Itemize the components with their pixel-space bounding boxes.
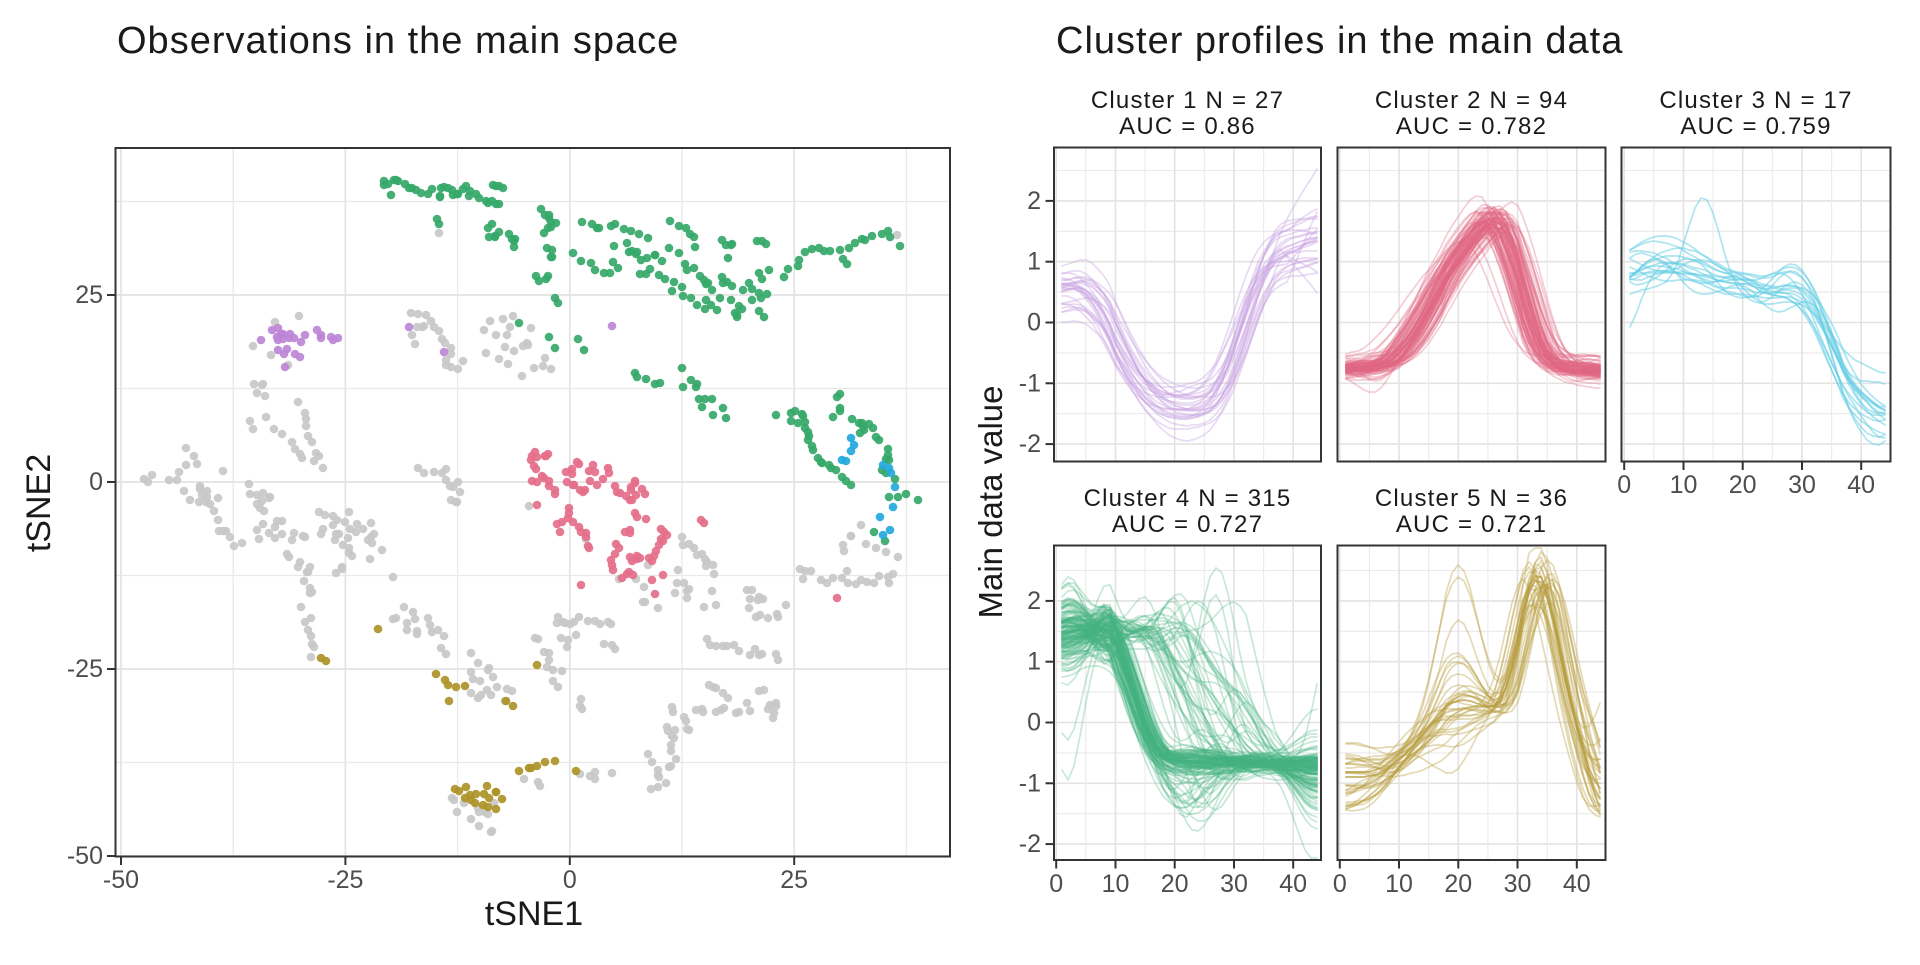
svg-text:1: 1	[1027, 248, 1041, 276]
svg-text:Cluster 3 N = 17: Cluster 3 N = 17	[1659, 87, 1852, 114]
svg-text:Cluster 2 N = 94: Cluster 2 N = 94	[1375, 87, 1568, 114]
svg-text:10: 10	[1385, 870, 1413, 898]
svg-text:2: 2	[1027, 587, 1041, 615]
svg-text:-50: -50	[103, 866, 139, 894]
svg-text:2: 2	[1027, 187, 1041, 215]
svg-text:40: 40	[1563, 870, 1591, 898]
svg-text:25: 25	[780, 866, 808, 894]
svg-text:0: 0	[563, 866, 577, 894]
svg-text:-50: -50	[67, 842, 103, 870]
svg-text:0: 0	[1333, 870, 1347, 898]
svg-text:0: 0	[1027, 309, 1041, 337]
svg-text:-2: -2	[1019, 830, 1041, 858]
svg-text:Main data value: Main data value	[972, 386, 1009, 619]
svg-text:Cluster 1 N = 27: Cluster 1 N = 27	[1091, 87, 1284, 114]
svg-text:AUC = 0.727: AUC = 0.727	[1112, 511, 1263, 538]
svg-text:20: 20	[1729, 471, 1757, 499]
svg-text:40: 40	[1279, 870, 1307, 898]
svg-text:1: 1	[1027, 648, 1041, 676]
svg-text:Observations in the main space: Observations in the main space	[117, 20, 679, 62]
svg-text:AUC = 0.782: AUC = 0.782	[1396, 113, 1547, 140]
svg-text:-2: -2	[1019, 430, 1041, 458]
svg-text:0: 0	[1027, 709, 1041, 737]
svg-text:0: 0	[1049, 870, 1063, 898]
svg-text:-1: -1	[1019, 369, 1041, 397]
svg-text:Cluster profiles in the main d: Cluster profiles in the main data	[1056, 20, 1623, 62]
svg-text:30: 30	[1504, 870, 1532, 898]
svg-text:tSNE1: tSNE1	[485, 895, 583, 933]
svg-text:-1: -1	[1019, 769, 1041, 797]
svg-text:20: 20	[1161, 870, 1189, 898]
svg-text:10: 10	[1102, 870, 1130, 898]
svg-text:30: 30	[1788, 471, 1816, 499]
svg-text:Cluster 5 N = 36: Cluster 5 N = 36	[1375, 485, 1568, 512]
svg-text:20: 20	[1444, 870, 1472, 898]
svg-text:0: 0	[1617, 471, 1631, 499]
svg-text:0: 0	[89, 468, 103, 496]
svg-text:Cluster 4 N = 315: Cluster 4 N = 315	[1084, 485, 1292, 512]
svg-text:30: 30	[1220, 870, 1248, 898]
svg-text:tSNE2: tSNE2	[20, 454, 58, 552]
svg-text:10: 10	[1670, 471, 1698, 499]
svg-text:40: 40	[1847, 471, 1875, 499]
svg-text:AUC = 0.721: AUC = 0.721	[1396, 511, 1547, 538]
svg-text:AUC = 0.759: AUC = 0.759	[1680, 113, 1831, 140]
svg-text:-25: -25	[67, 655, 103, 683]
svg-text:AUC = 0.86: AUC = 0.86	[1119, 113, 1256, 140]
svg-text:25: 25	[75, 281, 103, 309]
svg-text:-25: -25	[327, 866, 363, 894]
